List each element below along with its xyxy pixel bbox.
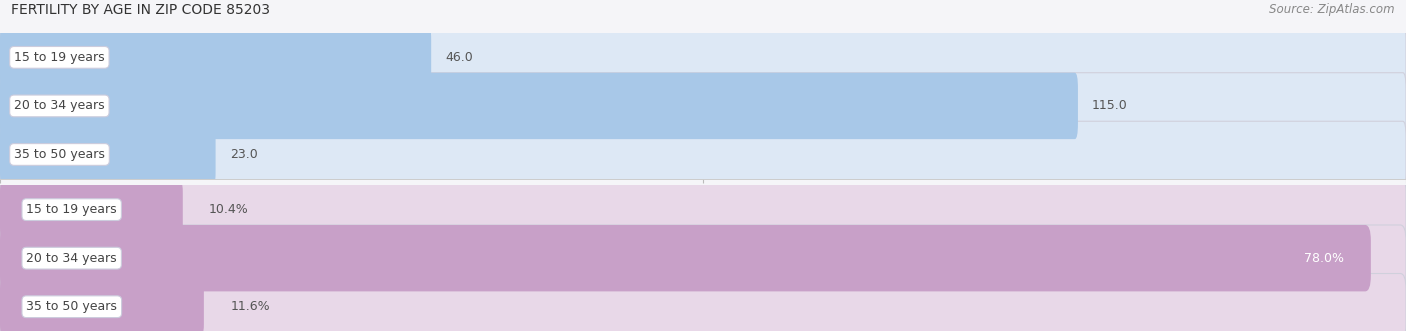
Text: 23.0: 23.0 — [229, 148, 257, 161]
FancyBboxPatch shape — [0, 121, 215, 188]
Text: 35 to 50 years: 35 to 50 years — [27, 300, 117, 313]
Text: 11.6%: 11.6% — [231, 300, 270, 313]
FancyBboxPatch shape — [0, 24, 432, 91]
FancyBboxPatch shape — [0, 176, 183, 243]
Text: 20 to 34 years: 20 to 34 years — [27, 252, 117, 265]
FancyBboxPatch shape — [0, 24, 1406, 91]
FancyBboxPatch shape — [0, 273, 1406, 331]
Text: 35 to 50 years: 35 to 50 years — [14, 148, 105, 161]
FancyBboxPatch shape — [0, 73, 1078, 139]
Text: 10.4%: 10.4% — [209, 203, 249, 216]
FancyBboxPatch shape — [0, 176, 1406, 243]
Text: 78.0%: 78.0% — [1305, 252, 1344, 265]
FancyBboxPatch shape — [0, 273, 204, 331]
Text: FERTILITY BY AGE IN ZIP CODE 85203: FERTILITY BY AGE IN ZIP CODE 85203 — [11, 3, 270, 17]
FancyBboxPatch shape — [0, 121, 1406, 188]
Text: Source: ZipAtlas.com: Source: ZipAtlas.com — [1270, 3, 1395, 16]
FancyBboxPatch shape — [0, 225, 1371, 291]
Text: 15 to 19 years: 15 to 19 years — [27, 203, 117, 216]
Text: 115.0: 115.0 — [1092, 99, 1128, 113]
Text: 15 to 19 years: 15 to 19 years — [14, 51, 104, 64]
Text: 20 to 34 years: 20 to 34 years — [14, 99, 104, 113]
Text: 46.0: 46.0 — [446, 51, 472, 64]
FancyBboxPatch shape — [0, 73, 1406, 139]
FancyBboxPatch shape — [0, 225, 1406, 291]
